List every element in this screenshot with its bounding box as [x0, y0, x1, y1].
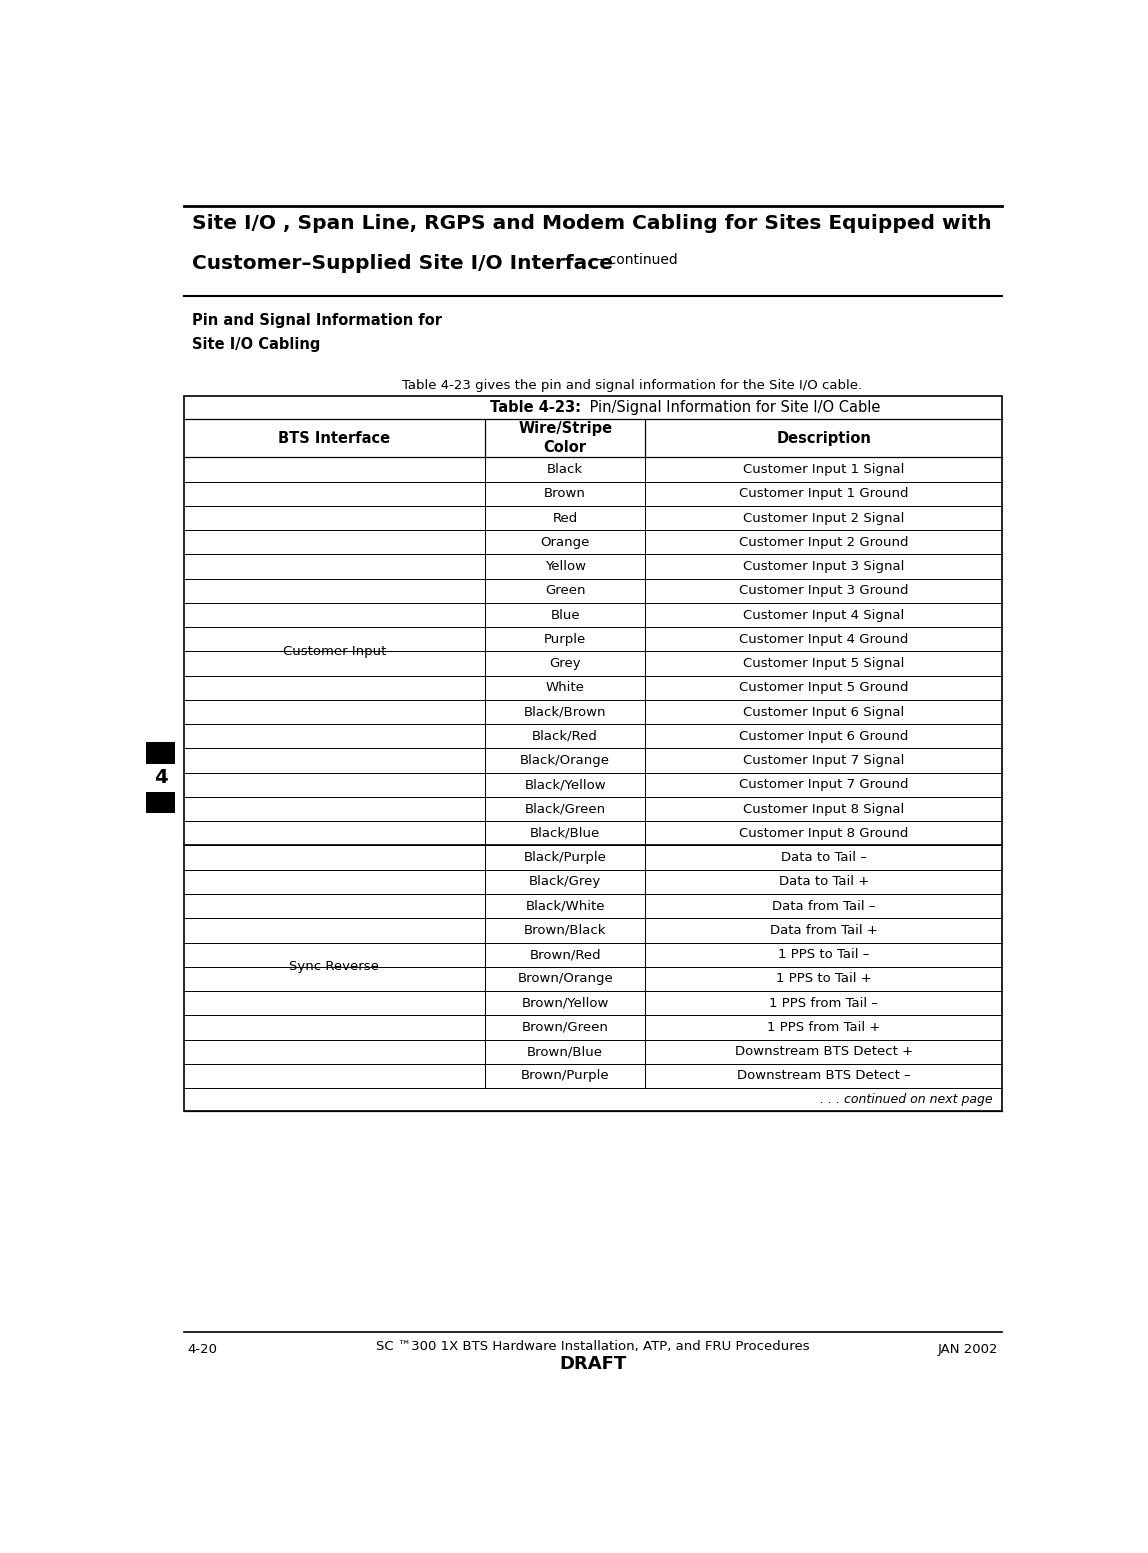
Text: JAN 2002: JAN 2002 [938, 1343, 999, 1356]
Text: Customer–Supplied Site I/O Interface: Customer–Supplied Site I/O Interface [192, 255, 613, 273]
Text: Data from Tail +: Data from Tail + [770, 924, 878, 936]
Text: 4-20: 4-20 [187, 1343, 218, 1356]
Text: Brown/Blue: Brown/Blue [527, 1045, 603, 1058]
Text: Blue: Blue [550, 609, 580, 621]
Text: Customer Input 6 Signal: Customer Input 6 Signal [743, 705, 905, 719]
Text: Orange: Orange [541, 536, 590, 548]
Text: 1 PPS from Tail –: 1 PPS from Tail – [769, 997, 878, 1009]
Text: Yellow: Yellow [544, 561, 585, 573]
Text: Customer Input 5 Signal: Customer Input 5 Signal [743, 657, 905, 669]
Text: Brown/Black: Brown/Black [523, 924, 606, 936]
Bar [146, 792, 176, 814]
Text: Brown/Yellow: Brown/Yellow [521, 997, 608, 1009]
Text: 1 PPS to Tail +: 1 PPS to Tail + [776, 972, 871, 986]
Text: 1 PPS to Tail –: 1 PPS to Tail – [778, 949, 869, 961]
Text: Black/Brown: Black/Brown [523, 705, 606, 719]
Text: Site I/O , Span Line, RGPS and Modem Cabling for Sites Equipped with: Site I/O , Span Line, RGPS and Modem Cab… [192, 214, 991, 233]
Text: Downstream BTS Detect +: Downstream BTS Detect + [735, 1045, 913, 1058]
Text: Customer Input 2 Signal: Customer Input 2 Signal [743, 511, 905, 525]
Text: Customer Input 8 Signal: Customer Input 8 Signal [743, 803, 905, 815]
Text: Black/Orange: Black/Orange [520, 755, 611, 767]
Text: Customer Input 6 Ground: Customer Input 6 Ground [739, 730, 908, 742]
Text: SC ™300 1X BTS Hardware Installation, ATP, and FRU Procedures: SC ™300 1X BTS Hardware Installation, AT… [377, 1340, 809, 1353]
Text: Data to Tail –: Data to Tail – [781, 851, 867, 863]
Text: Brown/Red: Brown/Red [529, 949, 602, 961]
Text: Black/Purple: Black/Purple [523, 851, 606, 863]
Text: Customer Input 1 Signal: Customer Input 1 Signal [743, 463, 905, 477]
Text: Brown: Brown [544, 488, 587, 500]
Text: Black/Grey: Black/Grey [529, 876, 602, 888]
Text: Customer Input 1 Ground: Customer Input 1 Ground [739, 488, 908, 500]
Text: Description: Description [776, 430, 871, 446]
Text: Data to Tail +: Data to Tail + [778, 876, 869, 888]
Text: Site I/O Cabling: Site I/O Cabling [192, 337, 320, 351]
Text: Sync Reverse: Sync Reverse [289, 960, 379, 974]
Text: 4: 4 [154, 769, 168, 787]
Text: Brown/Green: Brown/Green [521, 1020, 608, 1034]
Text: DRAFT: DRAFT [559, 1354, 627, 1373]
Text: Pin/Signal Information for Site I/O Cable: Pin/Signal Information for Site I/O Cabl… [585, 399, 881, 415]
Text: Pin and Signal Information for: Pin and Signal Information for [192, 314, 442, 328]
Text: – continued: – continued [594, 253, 677, 267]
Text: Black/Green: Black/Green [525, 803, 606, 815]
Text: Customer Input 3 Ground: Customer Input 3 Ground [739, 584, 908, 598]
Text: Black/Blue: Black/Blue [530, 826, 600, 840]
Text: Customer Input 3 Signal: Customer Input 3 Signal [743, 561, 905, 573]
Text: Black/Yellow: Black/Yellow [525, 778, 606, 792]
Text: Green: Green [545, 584, 585, 598]
Text: White: White [545, 682, 584, 694]
Text: Customer Input 4 Ground: Customer Input 4 Ground [739, 632, 908, 646]
Text: Black: Black [548, 463, 583, 477]
Text: Grey: Grey [550, 657, 581, 669]
Text: Customer Input 7 Ground: Customer Input 7 Ground [739, 778, 908, 792]
Text: Customer Input 7 Signal: Customer Input 7 Signal [743, 755, 905, 767]
Text: Customer Input 8 Ground: Customer Input 8 Ground [739, 826, 908, 840]
Text: Purple: Purple [544, 632, 587, 646]
Text: Customer Input 2 Ground: Customer Input 2 Ground [739, 536, 908, 548]
Text: Brown/Orange: Brown/Orange [518, 972, 613, 986]
Text: Wire/Stripe
Color: Wire/Stripe Color [518, 421, 612, 455]
Text: Customer Input 5 Ground: Customer Input 5 Ground [739, 682, 908, 694]
Text: 1 PPS from Tail +: 1 PPS from Tail + [767, 1020, 881, 1034]
Text: BTS Interface: BTS Interface [278, 430, 390, 446]
Text: Black/Red: Black/Red [533, 730, 598, 742]
Text: Data from Tail –: Data from Tail – [773, 899, 876, 913]
Text: Black/White: Black/White [526, 899, 605, 913]
Text: Red: Red [552, 511, 577, 525]
Text: . . . continued on next page: . . . continued on next page [821, 1093, 993, 1106]
Text: Table 4-23 gives the pin and signal information for the Site I/O cable.: Table 4-23 gives the pin and signal info… [402, 379, 862, 391]
Text: Brown/Purple: Brown/Purple [521, 1070, 610, 1082]
Bar [184, 396, 1002, 1110]
Text: Customer Input: Customer Input [282, 644, 386, 658]
Text: Customer Input 4 Signal: Customer Input 4 Signal [743, 609, 905, 621]
Text: Table 4-23:: Table 4-23: [490, 399, 581, 415]
Bar [146, 742, 176, 764]
Text: Downstream BTS Detect –: Downstream BTS Detect – [737, 1070, 910, 1082]
